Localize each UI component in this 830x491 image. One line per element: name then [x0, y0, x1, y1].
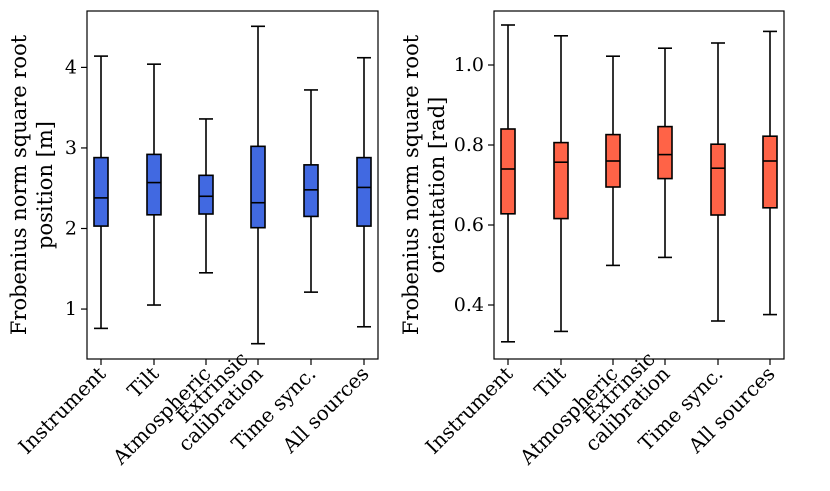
chart-panel-2: 0.4 0.6 0.8 1.0 Frobenius norm square root or…	[399, 10, 785, 470]
x-tick-label: Tilt	[529, 362, 570, 403]
iqr-box	[146, 153, 162, 216]
x-tick-label-line: Tilt	[529, 362, 570, 403]
iqr-box	[553, 141, 569, 220]
x-tick-label: Tilt	[122, 362, 163, 403]
box-plot-6	[762, 30, 778, 316]
y-tick-label: 0.6	[454, 214, 484, 236]
box-plot-3	[198, 118, 214, 274]
x-tick-label: Instrument	[13, 362, 110, 459]
plot-frame	[86, 10, 379, 360]
iqr-box	[762, 135, 778, 209]
box-plot-1	[500, 24, 516, 343]
y-tick-label: 2	[65, 218, 77, 240]
iqr-box	[356, 156, 372, 227]
iqr-box	[198, 174, 214, 215]
iqr-box	[250, 145, 266, 229]
iqr-box	[710, 143, 726, 216]
y-axis-label: Frobenius norm square root	[7, 34, 31, 335]
plot-frame	[493, 10, 785, 360]
y-axis-label: orientation [rad]	[425, 97, 449, 274]
y-tick-label: 0.8	[454, 134, 484, 156]
y-axis-label: position [m]	[33, 121, 57, 249]
box-plot-3	[605, 55, 621, 267]
y-tick-label: 1.0	[454, 54, 484, 76]
box-plot-1	[93, 55, 109, 330]
iqr-box	[93, 156, 109, 227]
box-plot-2	[146, 63, 162, 306]
x-tick-label-line: Tilt	[122, 362, 163, 403]
y-tick-label: 4	[65, 56, 77, 78]
y-tick-label: 0.4	[454, 294, 484, 316]
box-plot-4	[657, 47, 673, 259]
chart-panel-1: 1 2 3 4 Frobenius norm square root position […	[7, 10, 379, 470]
y-tick-label: 1	[65, 298, 77, 320]
iqr-box	[500, 128, 516, 215]
box-plot-6	[356, 56, 372, 328]
iqr-box	[657, 125, 673, 180]
box-plot-2	[553, 34, 569, 333]
box-plot-5	[710, 42, 726, 322]
x-tick-label: Instrument	[420, 362, 517, 459]
x-tick-label-line: Instrument	[13, 362, 110, 459]
y-tick-label: 3	[65, 137, 77, 159]
x-tick-label-line: Instrument	[420, 362, 517, 459]
iqr-box	[303, 164, 319, 218]
y-axis-label: Frobenius norm square root	[399, 34, 423, 335]
box-plot-4	[250, 25, 266, 345]
box-plot-5	[303, 89, 319, 293]
